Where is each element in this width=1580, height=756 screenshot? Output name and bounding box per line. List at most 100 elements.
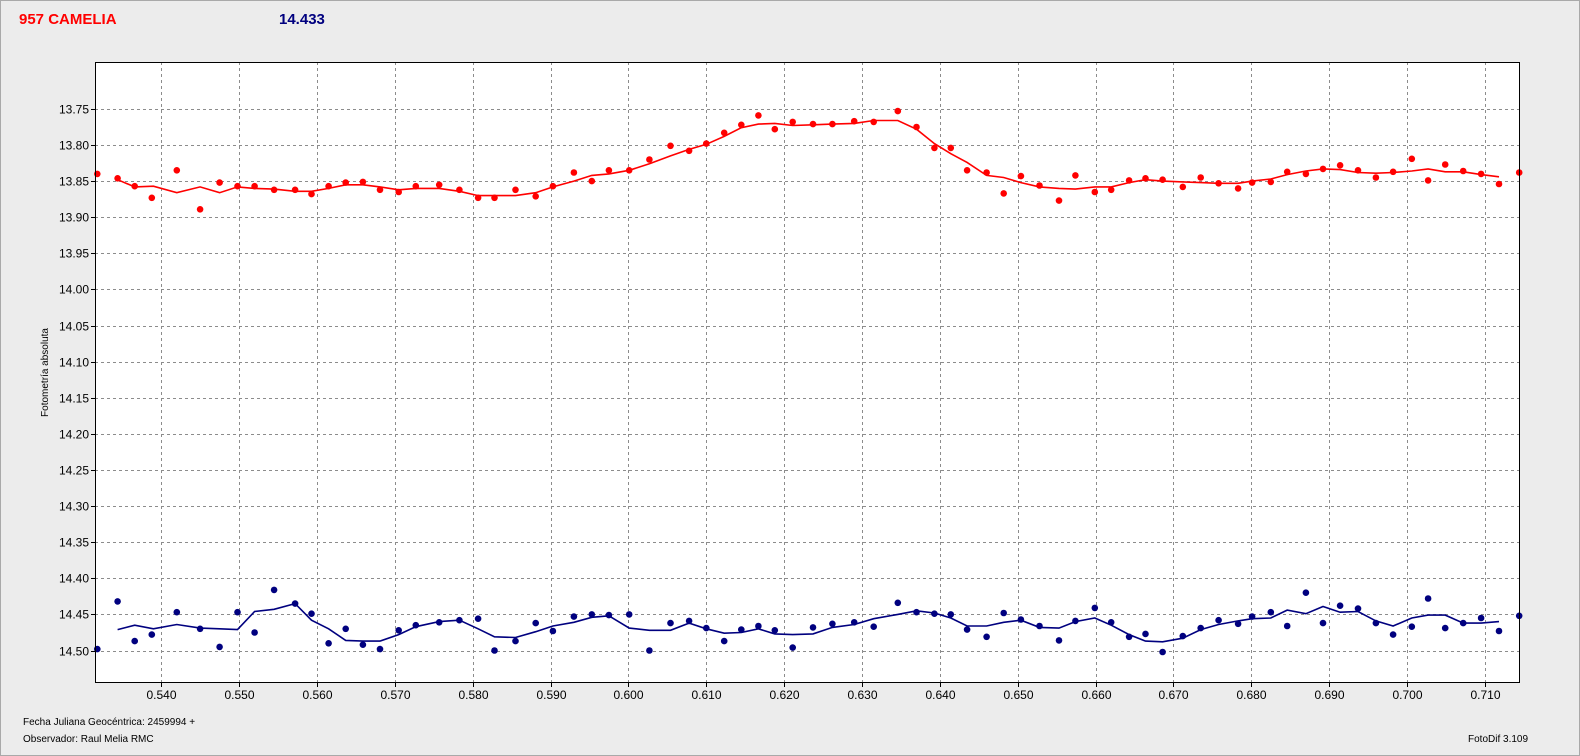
series-2-point: [270, 586, 278, 594]
series-2-point: [894, 599, 902, 607]
y-tick-label: 13.90: [59, 211, 89, 225]
series-2: [94, 586, 1523, 656]
series-2-point: [1017, 616, 1025, 623]
y-tick-label: 14.40: [59, 572, 89, 586]
series-1-point: [1302, 170, 1310, 178]
series-2-point: [588, 611, 596, 618]
series-1-point: [1354, 167, 1362, 174]
series-2-point: [947, 611, 955, 618]
series-2-point: [1179, 632, 1187, 640]
series-2-point: [685, 617, 693, 625]
x-tick-label: 0.540: [146, 688, 176, 702]
series-2-point: [376, 645, 384, 653]
series-1-point: [646, 156, 653, 163]
series-2-point: [1036, 622, 1043, 630]
x-axis: 0.540 0.550 0.560 0.570 0.580 0.590 0.600 0.610…: [146, 683, 1501, 702]
series-1-point: [94, 170, 101, 178]
series-1-point: [216, 179, 223, 186]
x-tick-label: 0.570: [380, 688, 410, 702]
series-1-point: [625, 167, 633, 174]
series-2-point: [114, 598, 121, 605]
series-2-point: [1142, 630, 1149, 638]
y-axis-label: Fotometría absoluta: [40, 328, 51, 417]
series-1-point: [850, 117, 858, 125]
series-2-point: [1389, 631, 1397, 638]
y-tick-label: 14.35: [59, 536, 89, 550]
x-tick-label: 0.620: [769, 688, 799, 702]
series-2-point: [1424, 595, 1432, 602]
series-1-point: [983, 169, 990, 176]
x-tick-label: 0.700: [1392, 688, 1422, 702]
series-1-point: [1017, 172, 1025, 180]
series-1-point: [1107, 186, 1115, 194]
series-1-point: [1267, 178, 1275, 186]
series-1-point: [308, 190, 315, 198]
series-2-point: [1072, 617, 1079, 625]
series-1-point: [234, 182, 241, 190]
series-2-point: [963, 626, 971, 633]
series-1-point: [1000, 190, 1007, 197]
series-2-point: [1302, 589, 1310, 596]
series-1-point: [570, 169, 578, 176]
series-1-point: [1319, 165, 1327, 173]
series-2-point: [456, 616, 463, 624]
series-1-point: [870, 118, 877, 126]
x-tick-label: 0.590: [536, 688, 566, 702]
series-2-point: [342, 625, 350, 633]
series-2-point: [570, 613, 578, 620]
series-1-point: [913, 123, 920, 131]
y-tick-label: 14.20: [59, 428, 89, 442]
series-2-point: [512, 637, 519, 645]
series-2-point: [1372, 619, 1380, 627]
series-1-point: [1459, 167, 1467, 175]
x-tick-label: 0.580: [458, 688, 488, 702]
series-1-point: [196, 206, 204, 213]
series-2-point: [234, 608, 241, 616]
series-1-point: [148, 194, 156, 202]
series-2-point: [1495, 627, 1503, 635]
series-2-point: [359, 641, 367, 648]
series-1-point: [1036, 182, 1043, 189]
series-2-point: [625, 611, 633, 618]
series-1-fit-line: [117, 119, 1500, 197]
x-tick-label: 0.640: [925, 688, 955, 702]
y-tick-label: 13.95: [59, 247, 89, 261]
series-1-point: [738, 121, 745, 129]
series-1-point: [1215, 180, 1222, 187]
series-2-point: [395, 627, 403, 634]
series-1-point: [755, 112, 762, 119]
y-tick-label: 14.30: [59, 500, 89, 514]
x-tick-label: 0.650: [1003, 688, 1033, 702]
series-1-point: [435, 181, 443, 189]
series-1-point: [1283, 168, 1291, 176]
series-1-point: [549, 182, 557, 190]
series-2-point: [646, 647, 653, 654]
x-tick-label: 0.670: [1158, 688, 1188, 702]
x-tick-label: 0.660: [1081, 688, 1111, 702]
grid-lines: [95, 62, 1520, 683]
series-1-point: [703, 140, 710, 147]
x-tick-label: 0.610: [691, 688, 721, 702]
series-2-point: [1459, 619, 1467, 627]
series-2-point: [829, 620, 836, 628]
x-tick-label: 0.630: [847, 688, 877, 702]
series-1-point: [1248, 179, 1256, 186]
series-1-point: [588, 177, 596, 185]
light-curve-chart: 0.540 0.550 0.560 0.570 0.580 0.590 0.600 0.610…: [40, 62, 1523, 702]
series-2-point: [870, 623, 877, 630]
series-2-point: [1234, 620, 1242, 628]
series-2-point: [1441, 624, 1449, 632]
julian-date-label: Fecha Juliana Geocéntrica: 2459994 +: [23, 717, 196, 728]
series-1-point: [1477, 170, 1485, 178]
series-2-point: [1000, 609, 1007, 617]
series-2-point: [1197, 624, 1204, 632]
series-2-point: [532, 619, 539, 627]
series-1-point: [1424, 177, 1432, 184]
series-1-point: [512, 186, 519, 194]
y-tick-label: 14.10: [59, 356, 89, 370]
series-1-point: [1159, 176, 1166, 183]
y-tick-label: 14.15: [59, 392, 89, 406]
series-1-point: [829, 120, 836, 128]
series-2-point: [1215, 616, 1222, 624]
